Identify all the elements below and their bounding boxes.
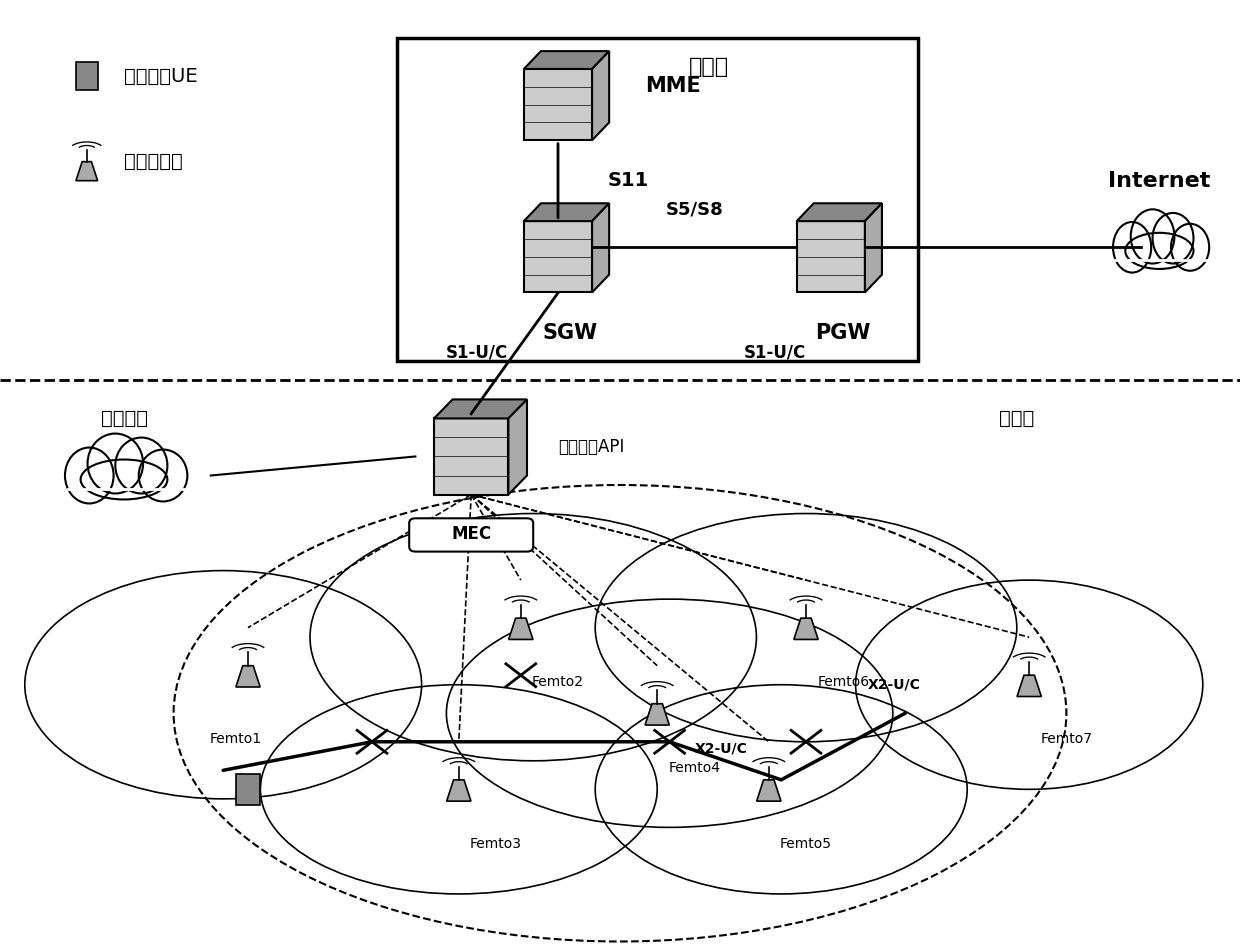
Polygon shape: [797, 222, 866, 293]
Polygon shape: [508, 618, 533, 639]
Text: S11: S11: [608, 171, 649, 190]
Polygon shape: [76, 162, 98, 181]
Ellipse shape: [88, 434, 143, 494]
Polygon shape: [866, 204, 882, 293]
Ellipse shape: [1171, 223, 1209, 271]
Polygon shape: [446, 780, 471, 801]
Ellipse shape: [1126, 233, 1193, 269]
Polygon shape: [236, 774, 260, 805]
Ellipse shape: [1114, 222, 1151, 273]
Text: 接入网: 接入网: [999, 409, 1034, 428]
Text: MME: MME: [645, 75, 701, 96]
Polygon shape: [523, 69, 593, 140]
Text: 无线信息API: 无线信息API: [558, 438, 625, 456]
Text: MEC: MEC: [451, 526, 491, 543]
Polygon shape: [236, 666, 260, 687]
Polygon shape: [1017, 675, 1042, 696]
Text: Femto2: Femto2: [532, 675, 584, 689]
Ellipse shape: [1131, 209, 1174, 263]
Polygon shape: [523, 51, 609, 69]
Ellipse shape: [115, 437, 167, 494]
Text: 用户设备UE: 用户设备UE: [124, 67, 197, 86]
Text: 小蜂窝基站: 小蜂窝基站: [124, 152, 182, 171]
Polygon shape: [756, 780, 781, 801]
Text: Femto6: Femto6: [817, 675, 869, 689]
Polygon shape: [523, 222, 593, 293]
Text: X2-U/C: X2-U/C: [694, 742, 748, 756]
Polygon shape: [593, 204, 609, 293]
Polygon shape: [508, 399, 527, 495]
Polygon shape: [434, 399, 527, 418]
Text: Femto7: Femto7: [1040, 732, 1092, 747]
Text: SGW: SGW: [543, 323, 598, 343]
Polygon shape: [797, 204, 882, 222]
Text: S5/S8: S5/S8: [666, 201, 723, 219]
Text: 本地网络: 本地网络: [100, 409, 148, 428]
Text: S1-U/C: S1-U/C: [446, 343, 508, 361]
Text: Internet: Internet: [1109, 170, 1210, 191]
Text: Femto5: Femto5: [780, 837, 832, 851]
Text: S1-U/C: S1-U/C: [744, 343, 806, 361]
Ellipse shape: [1153, 213, 1194, 263]
Polygon shape: [645, 704, 670, 725]
Text: Femto1: Femto1: [210, 732, 262, 747]
Polygon shape: [794, 618, 818, 639]
Ellipse shape: [81, 459, 167, 499]
Text: X2-U/C: X2-U/C: [868, 678, 921, 691]
Polygon shape: [523, 204, 609, 222]
Ellipse shape: [139, 450, 187, 501]
FancyBboxPatch shape: [409, 518, 533, 552]
Polygon shape: [593, 51, 609, 140]
Text: Femto4: Femto4: [668, 761, 720, 775]
Polygon shape: [434, 418, 508, 495]
Text: PGW: PGW: [816, 323, 870, 343]
Ellipse shape: [64, 448, 114, 503]
Polygon shape: [76, 63, 98, 89]
Text: Femto3: Femto3: [470, 837, 522, 851]
Text: 核心网: 核心网: [689, 57, 729, 77]
